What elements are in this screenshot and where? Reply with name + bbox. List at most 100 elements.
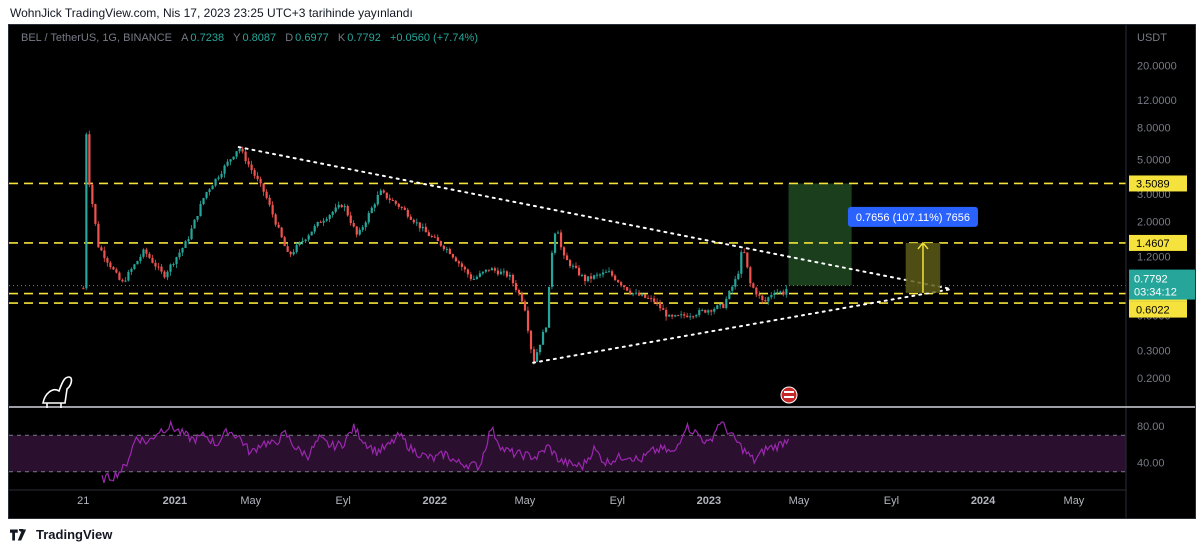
- time-tick-label: 2022: [423, 495, 447, 507]
- candle-body: [124, 280, 127, 282]
- candle-body: [196, 216, 199, 220]
- time-tick-label: May: [789, 495, 810, 507]
- candle-body: [112, 267, 115, 270]
- candle-body: [241, 148, 244, 152]
- open-value: 0.7238: [190, 32, 225, 44]
- candle-body: [82, 288, 85, 290]
- candle-body: [217, 177, 220, 179]
- chart-panel[interactable]: 80.00 40.00 USDT 20.0000 12.0000 8.0000 5.000…: [8, 24, 1196, 519]
- candle-body: [139, 256, 142, 261]
- candle-body: [295, 245, 298, 252]
- candle-body: [550, 252, 554, 287]
- candle-body: [157, 266, 160, 268]
- candle-body: [283, 237, 286, 247]
- candle-body: [517, 289, 521, 294]
- candle-body: [686, 315, 689, 318]
- candle-body: [535, 352, 539, 362]
- candle-body: [574, 265, 578, 268]
- candle-body: [346, 206, 349, 216]
- candle-body: [623, 285, 626, 288]
- ascending-trendline[interactable]: [532, 288, 953, 364]
- candle-body: [118, 272, 121, 280]
- candle-body: [121, 279, 124, 282]
- candle-body: [433, 236, 436, 238]
- price-tick-label: 0.2000: [1137, 373, 1171, 385]
- candle-body: [229, 159, 232, 162]
- candle-body: [160, 266, 163, 272]
- candle-body: [376, 194, 379, 205]
- candle-body: [776, 292, 779, 294]
- candle-body: [133, 264, 136, 269]
- candle-body: [559, 232, 563, 248]
- level-price-tag[interactable]: [1129, 234, 1187, 251]
- candle-body: [589, 276, 593, 279]
- candle-body: [181, 248, 184, 253]
- candle-body: [608, 271, 611, 273]
- candle-body: [463, 266, 467, 270]
- candle-body: [439, 241, 442, 246]
- candle-body: [671, 315, 674, 317]
- rsi-line[interactable]: [101, 419, 790, 483]
- candle-body: [142, 249, 145, 257]
- candle-body: [725, 298, 728, 308]
- candle-body: [316, 221, 319, 227]
- candle-body: [710, 310, 713, 312]
- candle-body: [445, 248, 448, 250]
- chart-canvas[interactable]: 80.00 40.00 USDT 20.0000 12.0000 8.0000 5.000…: [9, 25, 1195, 518]
- candle-body: [100, 247, 103, 251]
- candle-body: [629, 290, 632, 294]
- level-price-tag[interactable]: [1129, 175, 1187, 192]
- candle-body: [740, 252, 743, 274]
- target-zone-box[interactable]: [788, 183, 852, 286]
- candle-body: [758, 294, 761, 296]
- candle-body: [367, 213, 370, 223]
- close-label: K: [337, 32, 346, 44]
- candle-body: [328, 214, 331, 220]
- candle-body: [568, 260, 572, 267]
- candle-body: [596, 274, 599, 276]
- level-price-tag[interactable]: [1129, 301, 1187, 318]
- dinosaur-watermark-icon: [42, 376, 73, 408]
- measure-label-box[interactable]: [847, 206, 978, 227]
- us-flag-event-icon[interactable]: [780, 386, 798, 404]
- candle-body: [136, 260, 139, 265]
- candle-body: [689, 316, 692, 318]
- candle-body: [451, 254, 454, 258]
- level-price-tag-label: 3.5089: [1136, 178, 1170, 190]
- candle-body: [556, 232, 560, 234]
- candle-body: [313, 226, 316, 232]
- candle-body: [632, 293, 635, 295]
- descending-trendline[interactable]: [237, 146, 953, 291]
- candle-body: [256, 175, 259, 180]
- candle-body: [713, 308, 716, 312]
- candle-body: [421, 226, 424, 229]
- candle-body: [767, 297, 770, 302]
- candle-body: [91, 184, 94, 205]
- candle-body: [520, 293, 524, 302]
- time-tick-label: 2021: [163, 495, 187, 507]
- candle-body: [602, 272, 605, 275]
- candle-body: [647, 297, 650, 299]
- candle-body: [307, 235, 310, 240]
- candle-body: [583, 274, 587, 282]
- candle-body: [680, 314, 683, 316]
- candle-body: [403, 207, 406, 210]
- candle-body: [662, 308, 665, 310]
- footer-branding[interactable]: TradingView: [10, 527, 112, 542]
- last-price-tag[interactable]: [1129, 269, 1195, 300]
- candle-body: [580, 274, 584, 276]
- candle-body: [109, 262, 112, 268]
- candle-body: [478, 273, 482, 277]
- rsi-tick-label: 80.00: [1137, 421, 1165, 433]
- candle-body: [704, 309, 707, 313]
- close-value: 0.7792: [347, 32, 381, 44]
- candle-body: [659, 303, 662, 309]
- candle-body: [734, 279, 737, 287]
- candle-body: [325, 219, 328, 221]
- candle-body: [454, 257, 458, 262]
- price-tick-label: 20.0000: [1137, 60, 1177, 72]
- time-tick-label: Eyl: [884, 495, 899, 507]
- candle-body: [698, 310, 701, 316]
- candle-body: [331, 211, 334, 215]
- candle-body: [385, 192, 388, 199]
